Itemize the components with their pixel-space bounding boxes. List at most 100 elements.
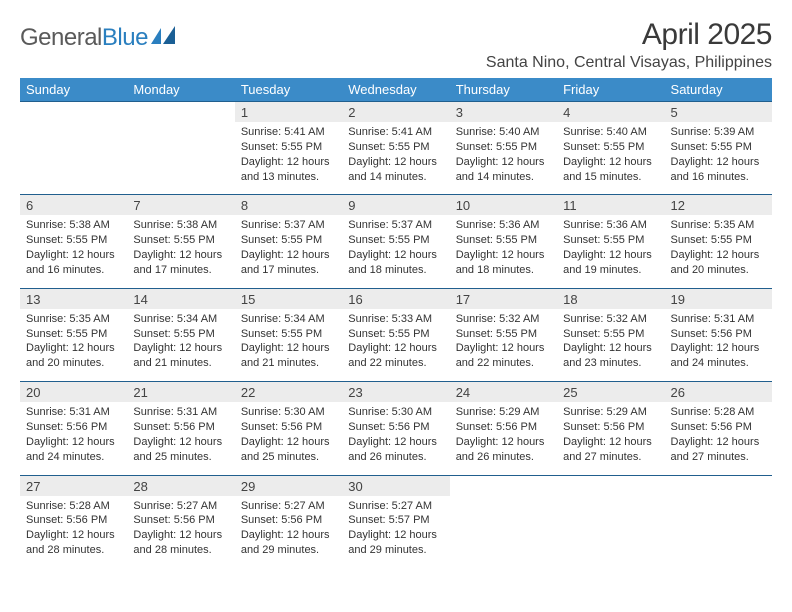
sunset-text: Sunset: 5:56 PM xyxy=(348,420,443,435)
sunset-text: Sunset: 5:55 PM xyxy=(241,140,336,155)
sunset-text: Sunset: 5:55 PM xyxy=(456,327,551,342)
week-number-row: 12345 xyxy=(20,102,772,123)
daylight-line1: Daylight: 12 hours xyxy=(563,248,658,263)
header: GeneralBlue April 2025 Santa Nino, Centr… xyxy=(20,18,772,72)
day-detail: Sunrise: 5:37 AMSunset: 5:55 PMDaylight:… xyxy=(342,215,449,288)
sunrise-text: Sunrise: 5:38 AM xyxy=(133,218,228,233)
day-number: 17 xyxy=(450,288,557,309)
daylight-line1: Daylight: 12 hours xyxy=(133,341,228,356)
sunrise-text: Sunrise: 5:40 AM xyxy=(563,125,658,140)
daylight-line2: and 14 minutes. xyxy=(348,170,443,185)
empty-day-number xyxy=(450,475,557,496)
daylight-line1: Daylight: 12 hours xyxy=(26,248,121,263)
day-detail: Sunrise: 5:35 AMSunset: 5:55 PMDaylight:… xyxy=(665,215,772,288)
day-detail: Sunrise: 5:28 AMSunset: 5:56 PMDaylight:… xyxy=(20,496,127,568)
daylight-line1: Daylight: 12 hours xyxy=(241,248,336,263)
daylight-line2: and 29 minutes. xyxy=(348,543,443,558)
daylight-line1: Daylight: 12 hours xyxy=(348,435,443,450)
day-detail: Sunrise: 5:40 AMSunset: 5:55 PMDaylight:… xyxy=(450,122,557,195)
location-subtitle: Santa Nino, Central Visayas, Philippines xyxy=(486,54,772,72)
daylight-line1: Daylight: 12 hours xyxy=(348,341,443,356)
day-number: 12 xyxy=(665,195,772,216)
day-number: 24 xyxy=(450,382,557,403)
sunrise-text: Sunrise: 5:34 AM xyxy=(133,312,228,327)
empty-day-detail xyxy=(557,496,664,568)
daylight-line2: and 25 minutes. xyxy=(241,450,336,465)
day-header: Monday xyxy=(127,78,234,102)
daylight-line2: and 16 minutes. xyxy=(26,263,121,278)
daylight-line2: and 22 minutes. xyxy=(456,356,551,371)
day-number: 30 xyxy=(342,475,449,496)
sail-icon xyxy=(151,26,179,46)
sunrise-text: Sunrise: 5:29 AM xyxy=(456,405,551,420)
day-detail: Sunrise: 5:38 AMSunset: 5:55 PMDaylight:… xyxy=(127,215,234,288)
day-number: 14 xyxy=(127,288,234,309)
calendar-table: Sunday Monday Tuesday Wednesday Thursday… xyxy=(20,78,772,568)
day-number: 22 xyxy=(235,382,342,403)
day-number: 10 xyxy=(450,195,557,216)
sunset-text: Sunset: 5:55 PM xyxy=(133,327,228,342)
daylight-line1: Daylight: 12 hours xyxy=(671,435,766,450)
sunset-text: Sunset: 5:55 PM xyxy=(241,327,336,342)
sunrise-text: Sunrise: 5:41 AM xyxy=(241,125,336,140)
daylight-line2: and 18 minutes. xyxy=(348,263,443,278)
day-number: 2 xyxy=(342,102,449,123)
daylight-line2: and 29 minutes. xyxy=(241,543,336,558)
day-header: Friday xyxy=(557,78,664,102)
page-title: April 2025 xyxy=(486,18,772,52)
day-number: 16 xyxy=(342,288,449,309)
sunrise-text: Sunrise: 5:36 AM xyxy=(456,218,551,233)
daylight-line1: Daylight: 12 hours xyxy=(671,248,766,263)
sunrise-text: Sunrise: 5:40 AM xyxy=(456,125,551,140)
daylight-line1: Daylight: 12 hours xyxy=(671,341,766,356)
sunrise-text: Sunrise: 5:41 AM xyxy=(348,125,443,140)
daylight-line1: Daylight: 12 hours xyxy=(456,341,551,356)
sunrise-text: Sunrise: 5:36 AM xyxy=(563,218,658,233)
day-detail: Sunrise: 5:32 AMSunset: 5:55 PMDaylight:… xyxy=(557,309,664,382)
day-number: 21 xyxy=(127,382,234,403)
empty-day-number xyxy=(665,475,772,496)
empty-day-detail xyxy=(20,122,127,195)
sunset-text: Sunset: 5:55 PM xyxy=(348,140,443,155)
day-number: 7 xyxy=(127,195,234,216)
sunset-text: Sunset: 5:56 PM xyxy=(133,513,228,528)
daylight-line1: Daylight: 12 hours xyxy=(133,528,228,543)
day-number: 6 xyxy=(20,195,127,216)
sunset-text: Sunset: 5:55 PM xyxy=(348,327,443,342)
daylight-line2: and 25 minutes. xyxy=(133,450,228,465)
day-number: 15 xyxy=(235,288,342,309)
day-number: 19 xyxy=(665,288,772,309)
sunrise-text: Sunrise: 5:30 AM xyxy=(241,405,336,420)
sunrise-text: Sunrise: 5:37 AM xyxy=(348,218,443,233)
daylight-line1: Daylight: 12 hours xyxy=(348,528,443,543)
sunset-text: Sunset: 5:56 PM xyxy=(671,327,766,342)
sunrise-text: Sunrise: 5:31 AM xyxy=(26,405,121,420)
logo: GeneralBlue xyxy=(20,18,179,52)
daylight-line2: and 13 minutes. xyxy=(241,170,336,185)
day-detail: Sunrise: 5:27 AMSunset: 5:56 PMDaylight:… xyxy=(127,496,234,568)
day-number: 3 xyxy=(450,102,557,123)
daylight-line2: and 26 minutes. xyxy=(348,450,443,465)
daylight-line1: Daylight: 12 hours xyxy=(241,155,336,170)
week-number-row: 13141516171819 xyxy=(20,288,772,309)
daylight-line2: and 28 minutes. xyxy=(26,543,121,558)
daylight-line2: and 27 minutes. xyxy=(671,450,766,465)
sunrise-text: Sunrise: 5:27 AM xyxy=(133,499,228,514)
day-number: 25 xyxy=(557,382,664,403)
daylight-line2: and 20 minutes. xyxy=(26,356,121,371)
day-detail: Sunrise: 5:41 AMSunset: 5:55 PMDaylight:… xyxy=(235,122,342,195)
day-detail: Sunrise: 5:41 AMSunset: 5:55 PMDaylight:… xyxy=(342,122,449,195)
day-detail: Sunrise: 5:40 AMSunset: 5:55 PMDaylight:… xyxy=(557,122,664,195)
daylight-line1: Daylight: 12 hours xyxy=(563,435,658,450)
sunset-text: Sunset: 5:57 PM xyxy=(348,513,443,528)
day-header-row: Sunday Monday Tuesday Wednesday Thursday… xyxy=(20,78,772,102)
daylight-line1: Daylight: 12 hours xyxy=(456,248,551,263)
sunset-text: Sunset: 5:56 PM xyxy=(26,420,121,435)
sunrise-text: Sunrise: 5:32 AM xyxy=(456,312,551,327)
week-detail-row: Sunrise: 5:28 AMSunset: 5:56 PMDaylight:… xyxy=(20,496,772,568)
sunrise-text: Sunrise: 5:34 AM xyxy=(241,312,336,327)
week-number-row: 20212223242526 xyxy=(20,382,772,403)
sunset-text: Sunset: 5:55 PM xyxy=(26,233,121,248)
daylight-line1: Daylight: 12 hours xyxy=(241,341,336,356)
daylight-line2: and 16 minutes. xyxy=(671,170,766,185)
